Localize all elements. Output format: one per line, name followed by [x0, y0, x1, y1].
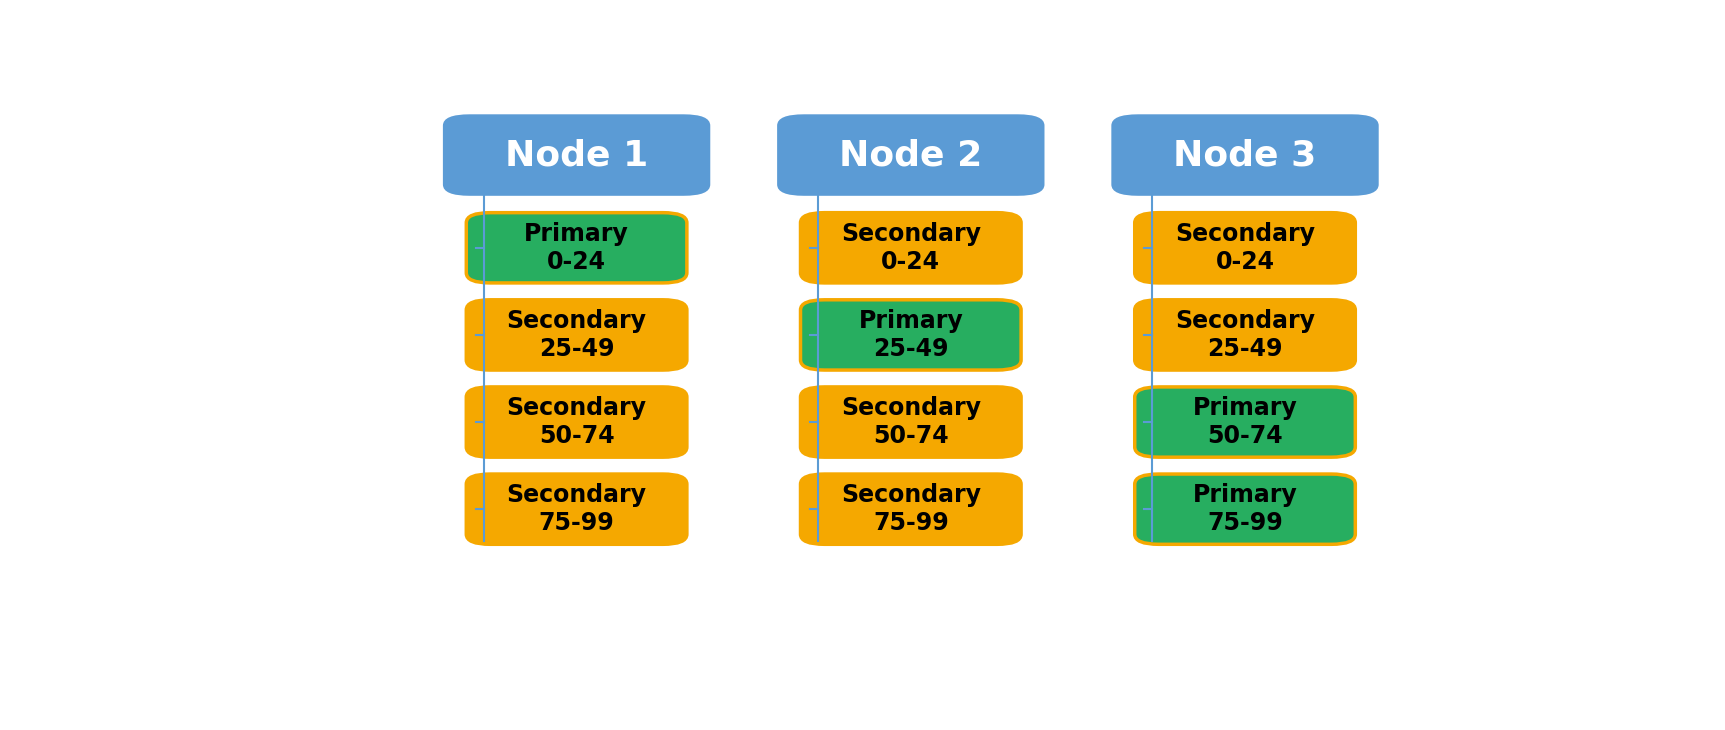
Text: Primary
75-99: Primary 75-99: [1192, 483, 1297, 535]
FancyBboxPatch shape: [466, 300, 687, 370]
FancyBboxPatch shape: [443, 115, 711, 196]
Text: Secondary
25-49: Secondary 25-49: [1175, 309, 1314, 361]
Text: Primary
25-49: Primary 25-49: [859, 309, 963, 361]
FancyBboxPatch shape: [800, 300, 1021, 370]
FancyBboxPatch shape: [1135, 474, 1356, 545]
Text: Primary
50-74: Primary 50-74: [1192, 396, 1297, 448]
FancyBboxPatch shape: [800, 474, 1021, 545]
Text: Node 3: Node 3: [1173, 138, 1316, 172]
FancyBboxPatch shape: [466, 474, 687, 545]
Text: Secondary
75-99: Secondary 75-99: [507, 483, 647, 535]
Text: Secondary
25-49: Secondary 25-49: [507, 309, 647, 361]
Text: Secondary
75-99: Secondary 75-99: [840, 483, 982, 535]
Text: Secondary
50-74: Secondary 50-74: [840, 396, 982, 448]
FancyBboxPatch shape: [1135, 300, 1356, 370]
Text: Secondary
50-74: Secondary 50-74: [507, 396, 647, 448]
FancyBboxPatch shape: [800, 212, 1021, 283]
Text: Secondary
0-24: Secondary 0-24: [840, 222, 982, 274]
FancyBboxPatch shape: [1135, 387, 1356, 457]
Text: Primary
0-24: Primary 0-24: [524, 222, 630, 274]
Text: Node 2: Node 2: [838, 138, 983, 172]
FancyBboxPatch shape: [466, 212, 687, 283]
Text: Secondary
0-24: Secondary 0-24: [1175, 222, 1314, 274]
FancyBboxPatch shape: [800, 387, 1021, 457]
Text: Node 1: Node 1: [505, 138, 649, 172]
FancyBboxPatch shape: [1135, 212, 1356, 283]
FancyBboxPatch shape: [1111, 115, 1378, 196]
FancyBboxPatch shape: [776, 115, 1045, 196]
FancyBboxPatch shape: [466, 387, 687, 457]
